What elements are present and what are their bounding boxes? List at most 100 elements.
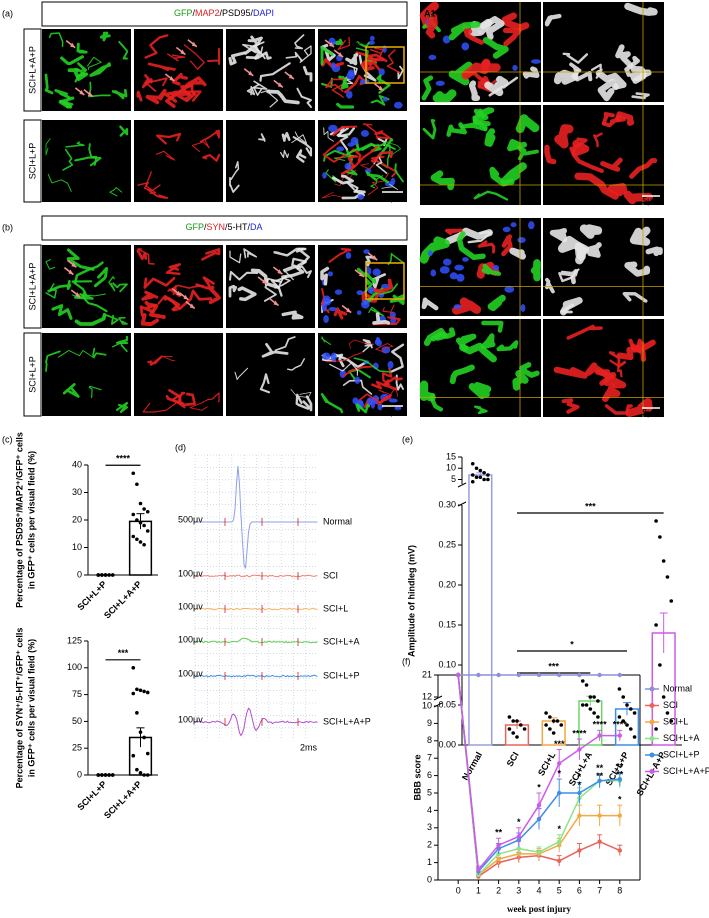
data-point <box>142 735 146 740</box>
fiber <box>71 280 93 297</box>
y-axis-label: Amplitude of hindleg (mV) <box>406 545 416 657</box>
data-point <box>145 509 150 514</box>
data-point <box>548 727 552 731</box>
y-tick-label: 20 <box>72 514 82 524</box>
y-axis-label: in GFP⁺ cells per visual field (%) <box>26 639 36 777</box>
y-axis-label: in GFP⁺ cells per visual field (%) <box>26 451 36 589</box>
fiber <box>321 336 331 345</box>
data-point <box>131 666 136 670</box>
nucleus <box>442 258 452 266</box>
data-point <box>145 529 150 533</box>
fiber <box>489 166 515 187</box>
fiber <box>295 149 307 163</box>
fiber <box>560 303 575 314</box>
legend-marker <box>649 769 655 774</box>
data-point <box>557 858 562 864</box>
fiber <box>375 343 394 353</box>
x-axis-label: week post injury <box>507 904 572 914</box>
fiber <box>274 336 296 352</box>
legend-marker <box>649 719 655 725</box>
fiber <box>487 294 506 312</box>
nucleus <box>367 287 375 294</box>
fiber <box>419 236 450 264</box>
trace-name: SCI+L <box>323 603 348 613</box>
fiber <box>516 145 539 161</box>
fiber <box>185 76 207 87</box>
fiber <box>515 114 540 134</box>
fiber <box>501 12 530 32</box>
data-point <box>617 813 622 818</box>
fiber <box>144 34 169 59</box>
fiber <box>292 136 313 157</box>
nucleus <box>360 129 370 137</box>
data-point <box>654 727 658 731</box>
fiber <box>507 138 528 152</box>
x-tick-label: 1 <box>476 885 481 895</box>
fiber <box>468 18 493 37</box>
data-point <box>96 573 101 577</box>
legend-label: SCI+L+P <box>663 749 700 759</box>
nucleus <box>336 54 343 62</box>
legend-label: SCI <box>663 700 678 710</box>
significance-label: *** <box>554 739 565 749</box>
data-point <box>617 672 622 678</box>
nucleus <box>352 397 359 405</box>
fiber <box>173 90 202 102</box>
fiber <box>629 226 651 246</box>
fiber <box>147 62 176 71</box>
fiber <box>323 127 334 142</box>
fiber <box>229 176 240 193</box>
zoom-label: B1 <box>424 224 436 234</box>
fiber <box>62 383 80 398</box>
fiber <box>333 353 367 368</box>
nucleus <box>394 405 402 411</box>
fiber <box>496 340 519 352</box>
data-point <box>584 703 589 707</box>
fiber <box>165 263 181 276</box>
y-axis-label: Percentage of PSD95⁺/MAP2⁺/GFP⁺ cells <box>14 432 24 608</box>
header-title: GFP/MAP2/PSD95/DAPI <box>174 8 274 18</box>
nucleus <box>367 397 375 406</box>
fiber <box>624 55 640 77</box>
data-point <box>131 471 136 476</box>
y-tick-label: 0.30 <box>438 499 456 509</box>
fiber <box>141 74 153 89</box>
fiber <box>137 248 155 265</box>
panel-label: (c) <box>2 434 13 444</box>
significance-label: ** <box>616 761 624 771</box>
fiber <box>228 284 238 298</box>
y-tick-label: 0 <box>77 769 82 779</box>
data-point <box>665 711 670 715</box>
fiber <box>328 247 352 263</box>
fiber <box>522 66 540 79</box>
fiber <box>628 338 645 353</box>
fiber <box>331 174 354 185</box>
fiber <box>45 138 51 156</box>
fiber <box>157 294 182 312</box>
nucleus <box>354 376 361 384</box>
fiber <box>279 149 290 159</box>
fiber <box>370 278 394 294</box>
data-point <box>145 751 150 756</box>
data-point <box>138 771 143 775</box>
data-point <box>135 482 139 487</box>
fiber <box>66 248 95 271</box>
fiber <box>320 45 334 66</box>
nucleus <box>517 236 526 243</box>
significance-label: * <box>578 780 582 790</box>
fiber <box>382 304 395 314</box>
nucleus <box>393 101 403 109</box>
x-tick-label: SCI+L+P <box>75 579 108 612</box>
data-point <box>551 719 556 723</box>
significance-label: * <box>537 782 541 792</box>
fiber <box>558 268 580 283</box>
y-tick-label: 7 <box>427 753 432 763</box>
fiber <box>76 42 88 54</box>
fiber <box>365 255 376 267</box>
data-point <box>577 747 582 752</box>
fiber <box>616 339 656 361</box>
fiber <box>346 181 366 197</box>
data-point <box>135 767 139 772</box>
fiber <box>544 13 562 27</box>
data-point <box>596 699 600 703</box>
